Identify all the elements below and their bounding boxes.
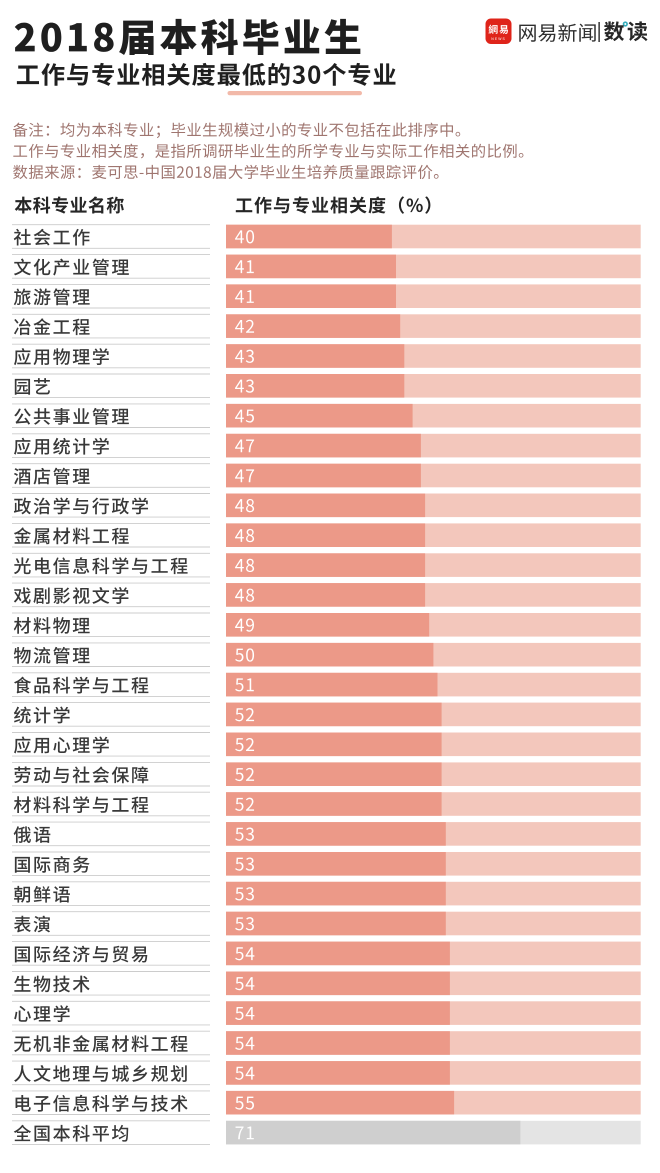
svg-text:NEWS: NEWS <box>491 37 506 41</box>
